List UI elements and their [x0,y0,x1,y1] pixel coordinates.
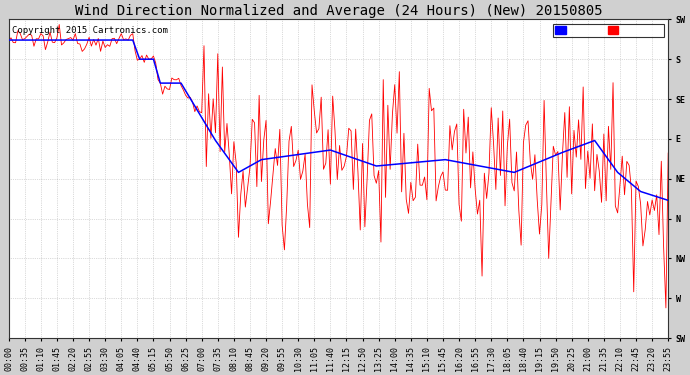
Title: Wind Direction Normalized and Average (24 Hours) (New) 20150805: Wind Direction Normalized and Average (2… [75,4,602,18]
Text: Copyright 2015 Cartronics.com: Copyright 2015 Cartronics.com [12,26,168,35]
Legend: Average, Direction: Average, Direction [553,24,664,38]
